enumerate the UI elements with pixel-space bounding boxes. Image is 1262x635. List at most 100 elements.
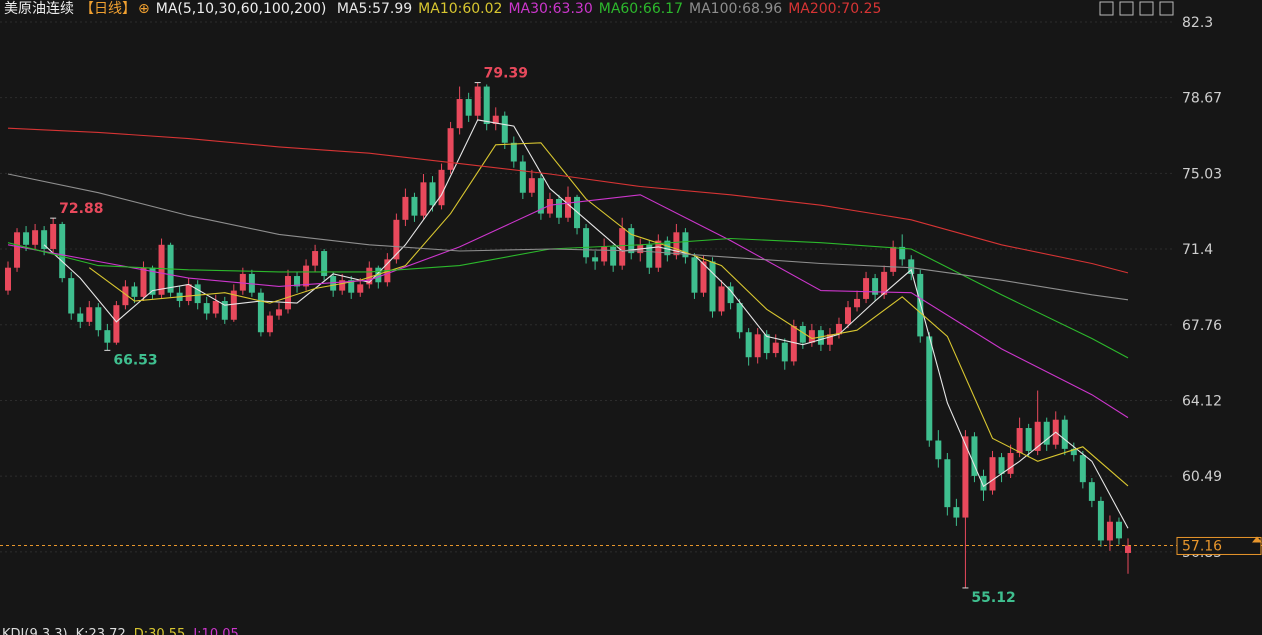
candle-body bbox=[483, 86, 490, 125]
legend-entry: MA60:66.17 bbox=[598, 1, 684, 17]
candle-body bbox=[790, 326, 797, 362]
candle-body bbox=[248, 273, 255, 293]
annotation-label: 72.88 bbox=[59, 201, 103, 217]
candles bbox=[5, 82, 1131, 588]
candle-body bbox=[826, 334, 833, 345]
candle-body bbox=[890, 246, 897, 272]
candle-body bbox=[872, 278, 879, 295]
candle-body bbox=[68, 278, 75, 314]
candle-body bbox=[330, 276, 337, 291]
ma-line bbox=[43, 119, 1129, 529]
candle-body bbox=[32, 230, 39, 245]
candle-body bbox=[41, 230, 48, 249]
legend-entry: MA200:70.25 bbox=[788, 1, 882, 17]
candle-body bbox=[980, 475, 987, 491]
candle-body bbox=[565, 196, 571, 218]
candle-body bbox=[1061, 419, 1068, 449]
candle-body bbox=[366, 267, 373, 285]
y-tick-label: 78.67 bbox=[1182, 91, 1222, 107]
candle-body bbox=[745, 332, 752, 358]
candle-body bbox=[754, 334, 761, 358]
candle-body bbox=[808, 330, 815, 343]
candle-body bbox=[546, 198, 553, 214]
candle-body bbox=[646, 244, 653, 268]
candle-body bbox=[95, 307, 102, 331]
candle-body bbox=[835, 323, 842, 335]
candle-body bbox=[664, 240, 671, 256]
candle-body bbox=[1106, 521, 1113, 541]
y-tick-label: 60.49 bbox=[1182, 469, 1222, 485]
kdj-entry: KDJ(9,3,3) bbox=[2, 627, 68, 635]
candle-body bbox=[357, 284, 364, 293]
candle-body bbox=[845, 307, 851, 324]
candle-body bbox=[528, 178, 535, 193]
candle-body bbox=[908, 259, 915, 274]
candle-body bbox=[375, 267, 382, 283]
candle-body bbox=[303, 265, 310, 287]
candle-body bbox=[601, 246, 608, 262]
kdj-entry: K:23.72 bbox=[75, 627, 126, 635]
candle-body bbox=[212, 301, 219, 314]
y-tick-label: 71.4 bbox=[1182, 242, 1213, 258]
candle-body bbox=[131, 286, 138, 297]
candle-body bbox=[817, 330, 824, 345]
candle-body bbox=[59, 223, 66, 279]
candle-body bbox=[736, 303, 743, 333]
icon[interactable]: ⊕ bbox=[138, 1, 150, 17]
candle-body bbox=[77, 313, 84, 322]
candle-body bbox=[555, 198, 562, 218]
icon[interactable] bbox=[1139, 1, 1154, 16]
candle-body bbox=[86, 307, 93, 322]
candle-body bbox=[854, 298, 861, 308]
icon[interactable] bbox=[1159, 1, 1174, 16]
title: 美原油连续 bbox=[4, 1, 74, 17]
candle-body bbox=[537, 178, 544, 214]
candle-body bbox=[456, 99, 463, 129]
ma-line bbox=[88, 142, 1129, 487]
candle-body bbox=[935, 440, 942, 460]
candle-body bbox=[158, 244, 165, 295]
candle-body bbox=[275, 309, 282, 316]
candle-body bbox=[863, 278, 870, 299]
candle-body bbox=[619, 228, 626, 266]
candle-body bbox=[1125, 545, 1131, 553]
kdj-legend: KDJ(9,3,3) K:23.72 D:30.55 J:10.05 bbox=[2, 627, 247, 635]
candle-body bbox=[592, 257, 599, 262]
candle-body bbox=[1079, 455, 1086, 483]
candle-body bbox=[203, 303, 210, 314]
candle-body bbox=[14, 232, 21, 268]
candle-body bbox=[239, 273, 246, 291]
candle-body bbox=[285, 276, 291, 310]
y-tick-label: 64.12 bbox=[1182, 394, 1222, 410]
candle-body bbox=[709, 261, 716, 312]
candle-body bbox=[492, 115, 499, 125]
candle-body bbox=[1097, 500, 1104, 541]
candle-body bbox=[501, 115, 508, 143]
icon[interactable] bbox=[1119, 1, 1134, 16]
candle-body bbox=[402, 196, 409, 220]
last-price-arrow bbox=[1252, 536, 1262, 543]
candle-body bbox=[998, 457, 1005, 474]
candle-body bbox=[294, 276, 301, 287]
toolbar-icons bbox=[1099, 1, 1174, 16]
candle-body bbox=[438, 169, 445, 206]
y-tick-label: 82.3 bbox=[1182, 15, 1213, 31]
candle-body bbox=[718, 286, 725, 312]
legend-entry: MA5:57.99 bbox=[336, 1, 413, 17]
candle-body bbox=[474, 86, 481, 116]
candle-body bbox=[953, 507, 960, 518]
candle-body bbox=[1016, 428, 1023, 454]
period: 【日线】 bbox=[80, 1, 136, 17]
candle-body bbox=[221, 301, 228, 320]
candle-body bbox=[194, 284, 201, 304]
candle-body bbox=[772, 342, 779, 354]
ma-line bbox=[7, 127, 1129, 274]
candle-body bbox=[257, 292, 264, 333]
candle-body bbox=[23, 232, 30, 245]
kdj-entry: D:30.55 bbox=[133, 627, 186, 635]
candle-body bbox=[140, 267, 147, 297]
annotation-label: 79.39 bbox=[484, 66, 528, 82]
icon[interactable] bbox=[1099, 1, 1114, 16]
header: 美原油连续 【日线】 ⊕ MA(5,10,30,60,100,200) MA5:57.… bbox=[4, 0, 887, 18]
candle-body bbox=[899, 246, 906, 260]
